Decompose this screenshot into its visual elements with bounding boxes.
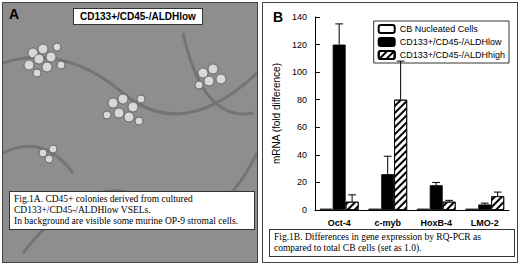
- html-text:A: A: [9, 6, 20, 22]
- svg-text:120: 120: [292, 40, 307, 50]
- html-text:CD133+/CD45-/ALDHlow: CD133+/CD45-/ALDHlow: [80, 11, 196, 22]
- svg-text:mRNA (fold difference): mRNA (fold difference): [271, 63, 282, 164]
- svg-text:60: 60: [297, 122, 307, 132]
- svg-text:0: 0: [302, 205, 307, 215]
- svg-text:HoxB-4: HoxB-4: [420, 218, 452, 228]
- svg-text:LMO-2: LMO-2: [471, 218, 499, 228]
- svg-text:100: 100: [292, 67, 307, 77]
- svg-text:140: 140: [292, 12, 307, 22]
- svg-text:40: 40: [297, 150, 307, 160]
- svg-text:CD133+/CD45-/ALDHlow: CD133+/CD45-/ALDHlow: [400, 37, 502, 47]
- svg-text:CB Nucleated Cells: CB Nucleated Cells: [400, 24, 479, 34]
- svg-text:CD133+/CD45-/ALDHhigh: CD133+/CD45-/ALDHhigh: [400, 50, 505, 60]
- html-text:In background are visible some: In background are visible some murine OP…: [14, 216, 238, 226]
- svg-text:Oct-4: Oct-4: [328, 218, 351, 228]
- svg-text:c-myb: c-myb: [374, 218, 401, 228]
- svg-text:B: B: [273, 9, 283, 25]
- svg-text:20: 20: [297, 177, 307, 187]
- html-text:Fig.1A. CD45+ colonies derived: Fig.1A. CD45+ colonies derived from cult…: [14, 194, 193, 215]
- svg-text:80: 80: [297, 95, 307, 105]
- html-text:Fig.1B. Differences in gene ex: Fig.1B. Differences in gene expression b…: [274, 232, 481, 253]
